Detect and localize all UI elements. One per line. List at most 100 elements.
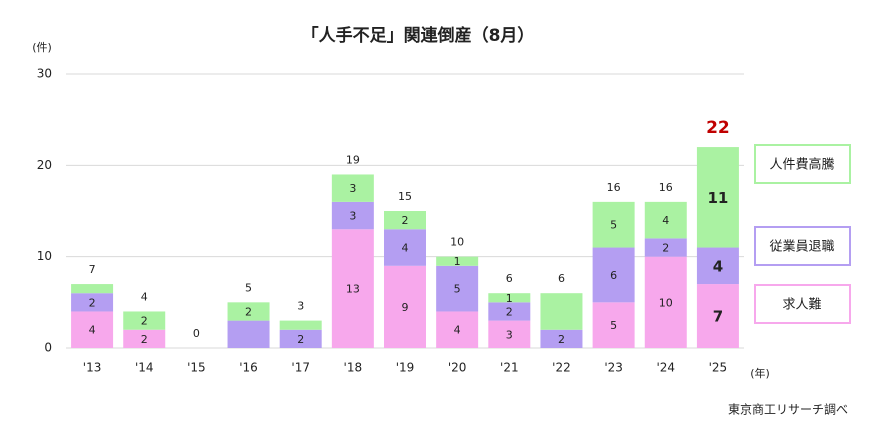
- bar-segment: [71, 293, 114, 312]
- data-label: 4: [402, 242, 409, 255]
- total-label: 6: [558, 272, 565, 285]
- legend-label: 人件費高騰: [769, 157, 834, 173]
- total-label: 16: [659, 181, 673, 194]
- bar-segment: [644, 238, 687, 257]
- x-tick-label: '25: [709, 361, 728, 375]
- total-label: 16: [607, 181, 621, 194]
- bar-segment: [540, 329, 583, 348]
- x-tick-label: '15: [187, 361, 206, 375]
- x-tick-label: '16: [239, 361, 258, 375]
- bar-segment: [540, 293, 583, 330]
- bar-segment: [71, 311, 114, 348]
- total-label: 3: [297, 300, 304, 313]
- x-tick-label: '13: [83, 361, 102, 375]
- bar-segment: [488, 293, 531, 303]
- data-label: 4: [454, 324, 461, 337]
- data-label: 1: [506, 292, 513, 305]
- data-label: 2: [141, 315, 148, 328]
- data-label: 2: [297, 333, 304, 346]
- x-tick-label: '23: [604, 361, 623, 375]
- bar-segment: [488, 302, 531, 321]
- total-label: 19: [346, 153, 360, 166]
- data-label: 2: [141, 333, 148, 346]
- source: 東京商工リサーチ調べ: [728, 402, 848, 417]
- data-label: 4: [89, 324, 96, 337]
- data-label: 2: [662, 242, 669, 255]
- data-label: 1: [454, 255, 461, 268]
- data-label: 10: [659, 296, 673, 309]
- data-label: 5: [610, 319, 617, 332]
- bar-segment: [488, 320, 531, 348]
- bar-segment: [384, 211, 426, 230]
- data-label: 3: [349, 182, 356, 195]
- data-label: 2: [558, 333, 565, 346]
- y-tick-label: 20: [37, 158, 52, 172]
- data-label: 2: [89, 296, 96, 309]
- total-label: 5: [245, 281, 252, 294]
- total-label: 6: [506, 272, 513, 285]
- bar-segment: [644, 256, 687, 348]
- x-tick-label: '21: [500, 361, 519, 375]
- bar-segment: [644, 201, 687, 239]
- bar-segment: [331, 229, 374, 348]
- data-label: 7: [713, 308, 723, 326]
- bar-segment: [384, 265, 426, 348]
- x-tick-label: '24: [656, 361, 675, 375]
- x-unit: (年): [750, 366, 770, 380]
- bar-segment: [696, 284, 739, 348]
- total-label: 7: [89, 263, 96, 276]
- legend-box: [754, 226, 851, 266]
- x-tick-label: '14: [135, 361, 154, 375]
- bar-segment: [227, 302, 270, 321]
- bar-segment: [123, 311, 166, 330]
- bar-segment: [696, 147, 739, 248]
- data-label: 5: [610, 219, 617, 232]
- bar-segment: [123, 329, 166, 348]
- bar-segment: [592, 247, 635, 303]
- data-label: 3: [506, 328, 513, 341]
- bar-segment: [279, 320, 322, 330]
- total-label: 10: [450, 236, 464, 249]
- legend-label: 求人難: [782, 298, 821, 313]
- bar-segment: [436, 265, 479, 312]
- x-tick-label: '18: [344, 361, 363, 375]
- total-label: 22: [706, 118, 730, 138]
- bar-segment: [592, 302, 635, 348]
- data-label: 5: [454, 283, 461, 296]
- bar-segment: [71, 284, 114, 294]
- bar-segment: [384, 229, 426, 266]
- data-label: 2: [506, 305, 513, 318]
- y-tick-label: 30: [37, 67, 52, 81]
- total-label: 0: [193, 327, 200, 340]
- x-tick-label: '22: [552, 361, 571, 375]
- data-label: 2: [245, 305, 252, 318]
- y-unit: (件): [32, 41, 52, 54]
- bar-segment: [592, 201, 635, 248]
- x-tick-label: '20: [448, 361, 467, 375]
- x-tick-label: '17: [291, 361, 310, 375]
- bar-segment: [696, 247, 739, 285]
- total-label: 4: [141, 290, 148, 303]
- bar-segment: [227, 320, 270, 348]
- bar-segment: [331, 201, 374, 230]
- legend-label: 従業員退職: [769, 239, 834, 255]
- y-tick-label: 10: [37, 249, 52, 263]
- bar-segment: [436, 311, 479, 348]
- x-tick-label: '19: [396, 361, 415, 375]
- data-label: 3: [349, 210, 356, 223]
- data-label: 13: [346, 283, 360, 296]
- bar-segment: [279, 329, 322, 348]
- legend-box: [754, 284, 851, 324]
- data-label: 6: [610, 269, 617, 282]
- data-label: 11: [707, 189, 728, 207]
- y-tick-label: 0: [44, 341, 52, 355]
- data-label: 2: [402, 214, 409, 227]
- data-label: 4: [713, 257, 723, 275]
- bar-segment: [436, 256, 479, 266]
- data-label: 4: [662, 214, 669, 227]
- total-label: 15: [398, 190, 412, 203]
- legend-box: [754, 144, 851, 184]
- bar-segment: [331, 174, 374, 202]
- data-label: 9: [402, 301, 409, 314]
